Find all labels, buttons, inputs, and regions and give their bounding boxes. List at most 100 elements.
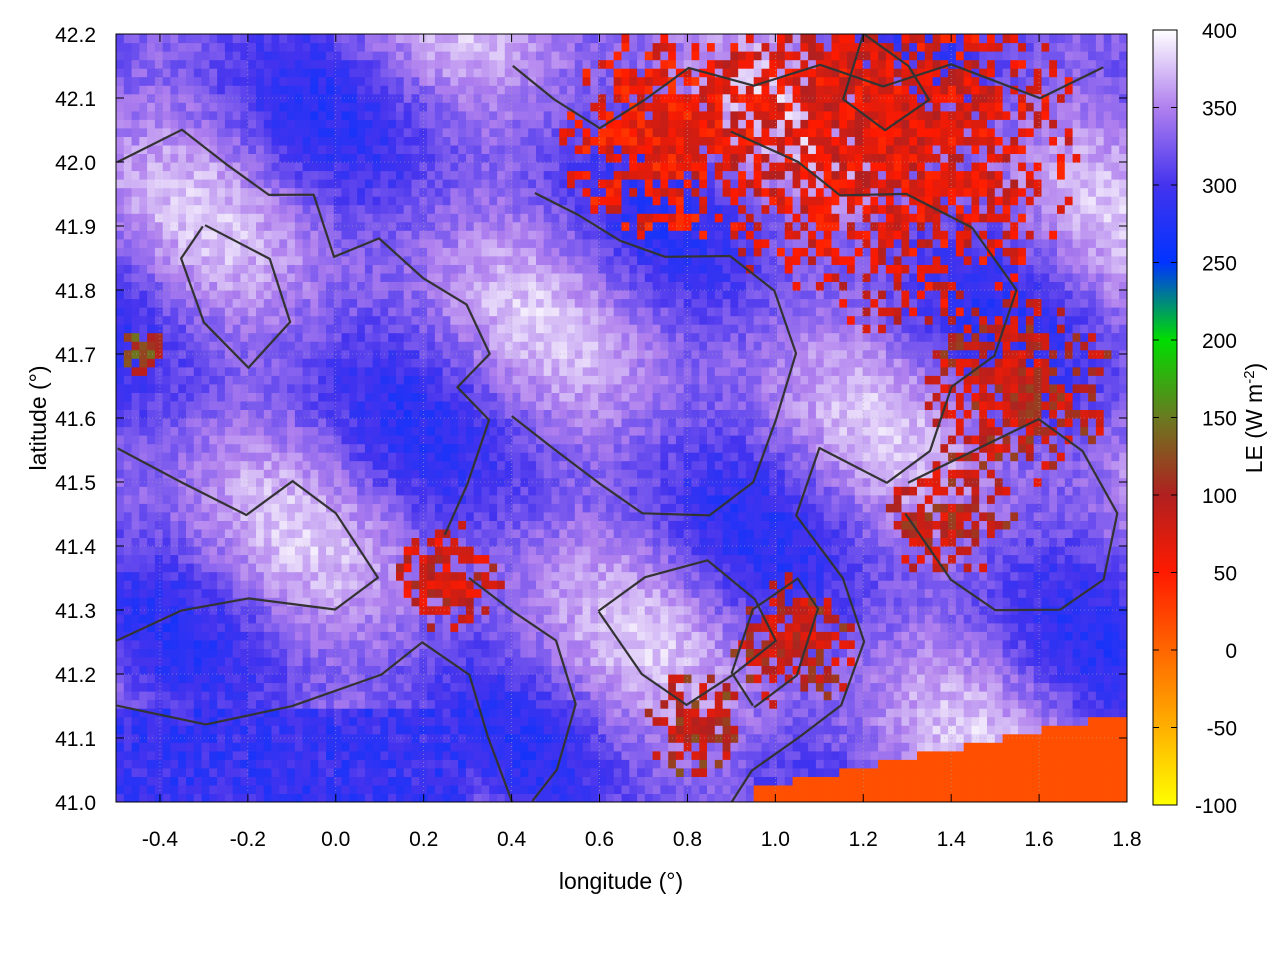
heatmap-cell [271,674,280,684]
heatmap-cell [263,153,273,163]
heatmap-cell [279,750,288,760]
heatmap-cell [209,307,218,317]
heatmap-cell [116,767,125,777]
heatmap-cell [224,742,234,752]
heatmap-cell [232,76,242,86]
heatmap-cell [450,742,459,752]
heatmap-cell [396,119,405,129]
heatmap-cell [209,42,218,52]
heatmap-cell [458,187,467,197]
heatmap-cell [256,580,265,590]
heatmap-cell [396,656,405,666]
heatmap-cell [388,597,397,607]
heatmap-cell [139,520,148,530]
heatmap-cell [489,59,498,69]
heatmap-cell [294,656,304,666]
heatmap-cell [372,76,381,86]
heatmap-cell [396,520,405,530]
heatmap-cell [341,68,350,78]
heatmap-cell [147,136,156,146]
heatmap-cell [427,341,436,351]
heatmap-cell [209,699,218,709]
heatmap-cell [193,127,203,137]
heatmap-cell [411,230,420,240]
heatmap-cell [466,622,475,632]
heatmap-cell [388,290,397,300]
heatmap-cell [287,51,296,61]
heatmap-cell [287,85,296,95]
heatmap-cell [154,221,164,231]
heatmap-cell [403,42,413,52]
heatmap-cell [536,665,545,675]
heatmap-cell [489,358,498,368]
heatmap-cell [193,503,203,513]
heatmap-cell [186,486,195,496]
heatmap-cell [388,366,397,376]
heatmap-cell [326,571,335,581]
heatmap-cell [333,409,343,419]
heatmap-cell [396,358,405,368]
heatmap-cell [380,665,389,675]
heatmap-cell [232,375,242,385]
heatmap-cell [170,196,179,206]
heatmap-cell [450,366,459,376]
heatmap-cell [504,776,514,786]
heatmap-cell [411,452,420,462]
heatmap-cell [310,554,319,564]
heatmap-cell [310,503,319,513]
heatmap-cell [326,68,335,78]
heatmap-cell [326,725,335,735]
heatmap-cell [256,290,265,300]
heatmap-cell [520,85,529,95]
heatmap-cell [123,708,133,718]
heatmap-cell [497,656,506,666]
heatmap-cell [123,298,133,308]
heatmap-cell [170,537,179,547]
heatmap-cell [147,571,156,581]
heatmap-cell [504,418,514,428]
heatmap-cell [302,332,311,342]
heatmap-cell [123,324,133,334]
heatmap-cell [388,563,397,573]
heatmap-cell [302,102,311,112]
heatmap-cell [263,179,273,189]
heatmap-cell [170,68,179,78]
heatmap-cell [279,290,288,300]
heatmap-cell [411,281,420,291]
heatmap-cell [271,392,280,402]
heatmap-cell [536,68,545,78]
heatmap-cell [170,409,179,419]
heatmap-cell [419,42,428,52]
heatmap-cell [411,622,420,632]
heatmap-cell [442,682,451,692]
heatmap-cell [294,426,304,436]
heatmap-cell [294,315,304,325]
heatmap-cell [318,358,327,368]
heatmap-cell [271,153,280,163]
heatmap-cell [201,51,210,61]
heatmap-cell [357,153,366,163]
heatmap-cell [131,341,140,351]
heatmap-cell [294,503,304,513]
heatmap-cell [419,767,428,777]
heatmap-cell [131,639,140,649]
heatmap-cell [170,213,179,223]
heatmap-cell [497,528,506,538]
heatmap-cell [372,315,381,325]
heatmap-cell [380,503,389,513]
heatmap-cell [294,554,304,564]
heatmap-cell [380,716,389,726]
heatmap-cell [380,213,389,223]
heatmap-cell [396,255,405,265]
heatmap-cell [139,392,148,402]
heatmap-cell [162,503,172,513]
heatmap-cell [504,528,514,538]
heatmap-cell [357,605,366,615]
heatmap-cell [396,264,405,274]
heatmap-cell [147,469,156,479]
heatmap-cell [224,315,234,325]
heatmap-cell [372,682,381,692]
heatmap-cell [186,221,195,231]
heatmap-cell [372,51,381,61]
heatmap-cell [372,759,381,769]
